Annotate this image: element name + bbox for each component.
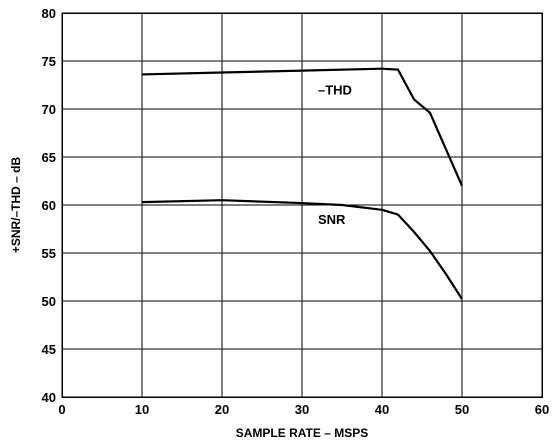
y-tick-label: 45 <box>42 342 56 357</box>
series-label: –THD <box>318 83 352 98</box>
y-tick-label: 80 <box>42 6 56 21</box>
y-axis-label: +SNR/–THD – dB <box>9 156 23 253</box>
x-tick-label: 30 <box>295 402 309 417</box>
series-label: SNR <box>318 212 346 227</box>
series-line <box>141 199 463 300</box>
x-axis-label: SAMPLE RATE – MSPS <box>236 426 368 440</box>
series-lines <box>141 67 464 300</box>
y-tick-labels: 40 45 50 55 60 65 70 75 80 <box>42 6 56 405</box>
y-tick-label: 50 <box>42 294 56 309</box>
y-tick-label: 55 <box>42 246 56 261</box>
x-tick-labels: 0 10 20 30 40 50 60 <box>58 402 549 417</box>
x-tick-label: 0 <box>58 402 65 417</box>
x-tick-label: 20 <box>215 402 229 417</box>
x-tick-label: 50 <box>455 402 469 417</box>
y-tick-label: 65 <box>42 150 56 165</box>
series-labels: –THD SNR <box>318 83 352 228</box>
y-tick-label: 60 <box>42 198 56 213</box>
y-tick-label: 40 <box>42 390 56 405</box>
x-tick-label: 40 <box>375 402 389 417</box>
y-tick-label: 70 <box>42 102 56 117</box>
series-line <box>141 67 464 187</box>
plot-frame <box>61 12 543 398</box>
x-tick-label: 10 <box>135 402 149 417</box>
x-tick-label: 60 <box>535 402 549 417</box>
grid-lines <box>62 13 542 397</box>
y-tick-label: 75 <box>42 54 56 69</box>
